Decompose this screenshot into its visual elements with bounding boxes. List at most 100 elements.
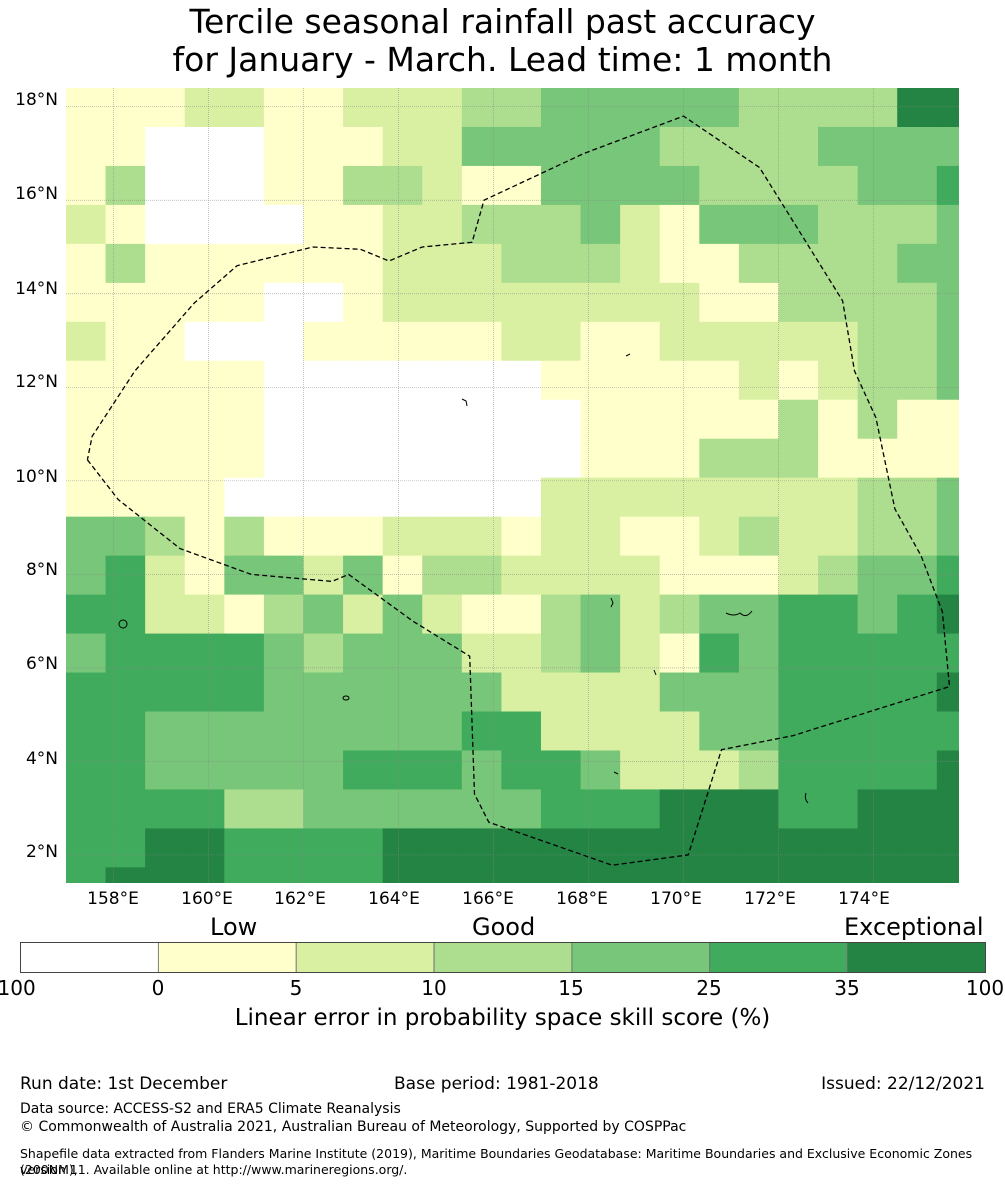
skill-cell (303, 243, 344, 284)
skill-cell (778, 633, 819, 674)
skill-cell (224, 789, 265, 830)
skill-cell (263, 594, 305, 635)
skill-cell (224, 672, 265, 713)
skill-cell (620, 594, 661, 635)
skill-cell (897, 438, 938, 479)
skill-cell (224, 204, 265, 245)
skill-cell (620, 750, 661, 791)
skill-cell (343, 594, 384, 635)
skill-cell (659, 555, 700, 596)
skill-cell (857, 828, 898, 868)
skill-cell (184, 477, 225, 518)
skill-cell (184, 126, 225, 167)
skill-cell (818, 204, 859, 245)
skill-cell (461, 867, 502, 883)
colorbar-tick-label: -100 (0, 976, 36, 1000)
skill-cell (382, 711, 423, 752)
skill-cell (263, 828, 305, 868)
skill-cell (422, 477, 463, 518)
skill-cell (620, 126, 661, 167)
lat-tick-label: 16°N (15, 184, 58, 204)
lon-tick-label: 170°E (650, 889, 702, 909)
skill-cell (857, 867, 898, 883)
skill-cell (461, 477, 502, 518)
skill-cell (778, 828, 819, 868)
skill-cell (501, 750, 542, 791)
skill-cell (778, 360, 819, 401)
skill-cell (422, 88, 463, 128)
skill-cell (699, 321, 740, 362)
skill-cell (66, 126, 107, 167)
skill-cell (422, 750, 463, 791)
skill-cell (699, 594, 740, 635)
skill-cell (422, 126, 463, 167)
skill-cell (936, 321, 959, 362)
skill-cell (145, 750, 186, 791)
skill-cell (501, 594, 542, 635)
skill-cell (818, 477, 859, 518)
skill-cell (343, 282, 384, 323)
skill-cell (224, 399, 265, 440)
skill-cell (936, 399, 959, 440)
skill-cell (303, 594, 344, 635)
skill-cell (145, 711, 186, 752)
skill-cell (778, 867, 819, 883)
skill-cell (659, 360, 700, 401)
skill-cell (461, 633, 502, 674)
skill-cell (184, 594, 225, 635)
skill-cell (580, 204, 621, 245)
skill-cell (778, 516, 819, 557)
skill-cell (620, 204, 661, 245)
skill-cell (540, 126, 582, 167)
skill-cell (422, 399, 463, 440)
skill-cell (738, 438, 780, 479)
skill-cell (818, 555, 859, 596)
colorbar (20, 942, 986, 973)
skill-cell (620, 399, 661, 440)
skill-cell (105, 88, 146, 128)
skill-cell (936, 88, 959, 128)
skill-cell (422, 711, 463, 752)
colorbar-category-low: Low (210, 913, 258, 941)
skill-cell (857, 243, 898, 284)
skill-cell (303, 165, 344, 206)
skill-cell (540, 867, 582, 883)
skill-cell (936, 633, 959, 674)
skill-cell (620, 555, 661, 596)
skill-cell (936, 789, 959, 830)
skill-cell (66, 399, 107, 440)
skill-cell (263, 126, 305, 167)
skill-cell (263, 789, 305, 830)
skill-cell (818, 789, 859, 830)
skill-cell (540, 594, 582, 635)
skill-cell (738, 750, 780, 791)
skill-cell (897, 594, 938, 635)
skill-cell (105, 399, 146, 440)
skill-cell (303, 282, 344, 323)
skill-cell (422, 828, 463, 868)
skill-cell (540, 438, 582, 479)
skill-cell (818, 282, 859, 323)
issued-date: Issued: 22/12/2021 (821, 1074, 985, 1094)
skill-cell (818, 594, 859, 635)
skill-cell (105, 672, 146, 713)
skill-cell (461, 711, 502, 752)
skill-cell (66, 477, 107, 518)
skill-cell (461, 88, 502, 128)
skill-cell (461, 594, 502, 635)
skill-cell (184, 828, 225, 868)
skill-cell (382, 438, 423, 479)
skill-cell (857, 321, 898, 362)
skill-cell (422, 516, 463, 557)
skill-cell (224, 477, 265, 518)
skill-cell (343, 165, 384, 206)
skill-cell (738, 204, 780, 245)
skill-cell (263, 633, 305, 674)
skill-cell (461, 828, 502, 868)
skill-cell (501, 633, 542, 674)
skill-cell (422, 867, 463, 883)
skill-cell (659, 88, 700, 128)
skill-cell (145, 243, 186, 284)
skill-cell (66, 165, 107, 206)
skill-cell (897, 789, 938, 830)
